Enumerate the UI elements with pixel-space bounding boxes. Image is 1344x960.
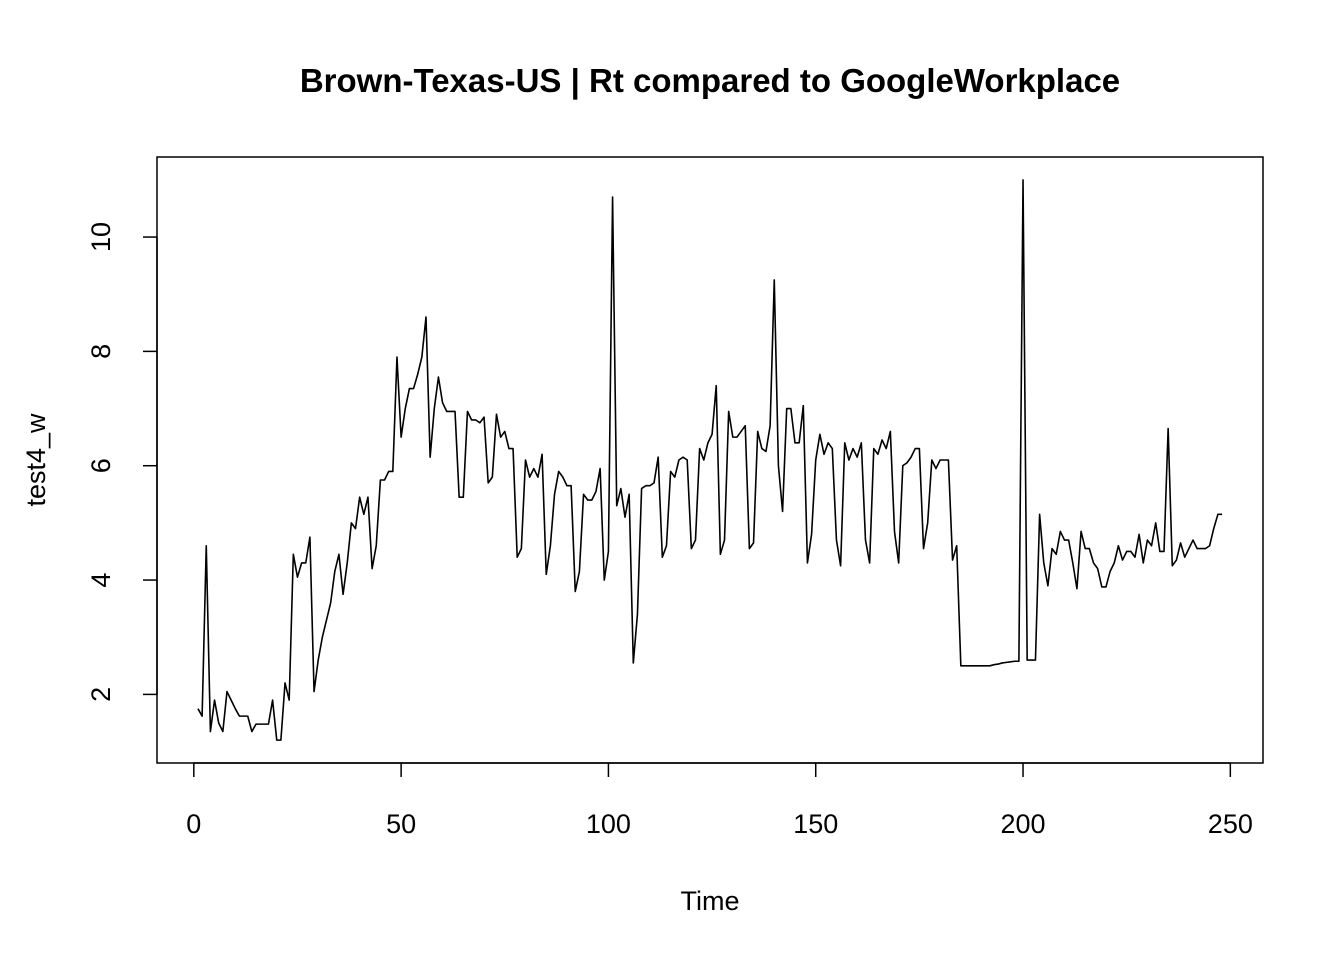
x-tick-label: 0 — [186, 809, 201, 839]
x-axis-label: Time — [681, 886, 740, 916]
x-tick-label: 50 — [386, 809, 416, 839]
y-tick-label: 2 — [86, 687, 116, 702]
chart-title: Brown-Texas-US | Rt compared to GoogleWo… — [300, 62, 1120, 99]
x-tick-label: 250 — [1208, 809, 1253, 839]
y-axis-label: test4_w — [21, 413, 51, 507]
data-line — [197, 179, 1223, 741]
plot-box — [156, 156, 1264, 764]
x-tick-label: 150 — [793, 809, 838, 839]
x-tick-label: 100 — [586, 809, 631, 839]
y-tick-label: 6 — [86, 458, 116, 473]
x-tick-label: 200 — [1000, 809, 1045, 839]
y-tick-label: 4 — [86, 573, 116, 588]
y-tick-label: 8 — [86, 344, 116, 359]
y-tick-label: 10 — [86, 222, 116, 252]
